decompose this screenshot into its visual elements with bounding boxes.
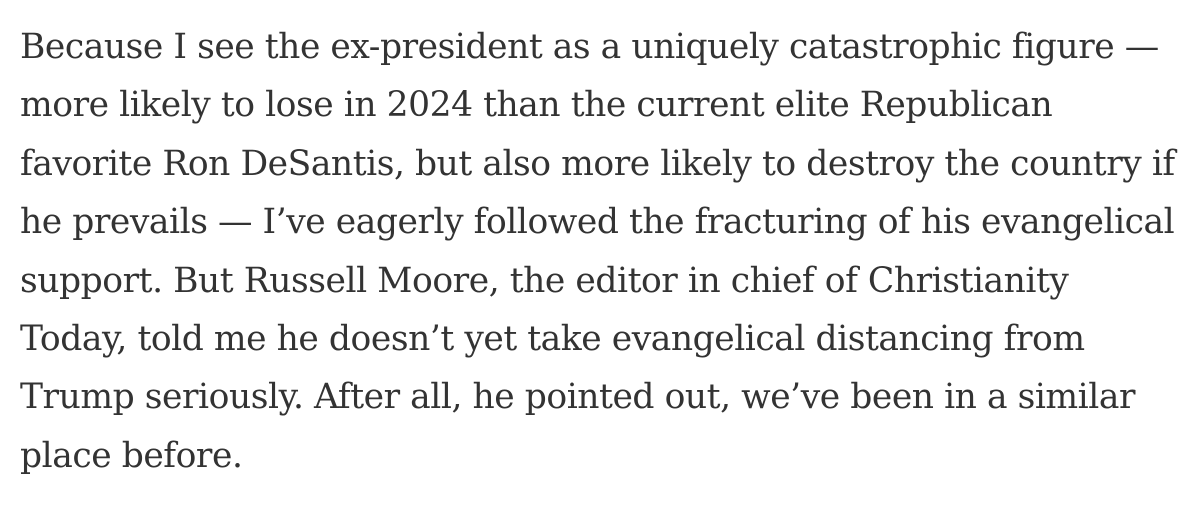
- paragraph-line: Today, told me he doesn’t yet take evang…: [20, 319, 1085, 360]
- paragraph-line: favorite Ron DeSantis, but also more lik…: [20, 143, 1175, 184]
- paragraph-line: Because I see the ex-president as a uniq…: [20, 27, 1159, 67]
- paragraph-line: he prevails — I’ve eagerly followed the …: [20, 202, 1175, 243]
- paragraph-line: more likely to lose in 2024 than the cur…: [20, 85, 1053, 126]
- article-paragraph: Because I see the ex-president as a uniq…: [20, 18, 1190, 485]
- paragraph-line: Trump seriously. After all, he pointed o…: [20, 377, 1136, 418]
- paragraph-line: place before.: [20, 435, 243, 476]
- paragraph-line: support. But Russell Moore, the editor i…: [20, 260, 1069, 301]
